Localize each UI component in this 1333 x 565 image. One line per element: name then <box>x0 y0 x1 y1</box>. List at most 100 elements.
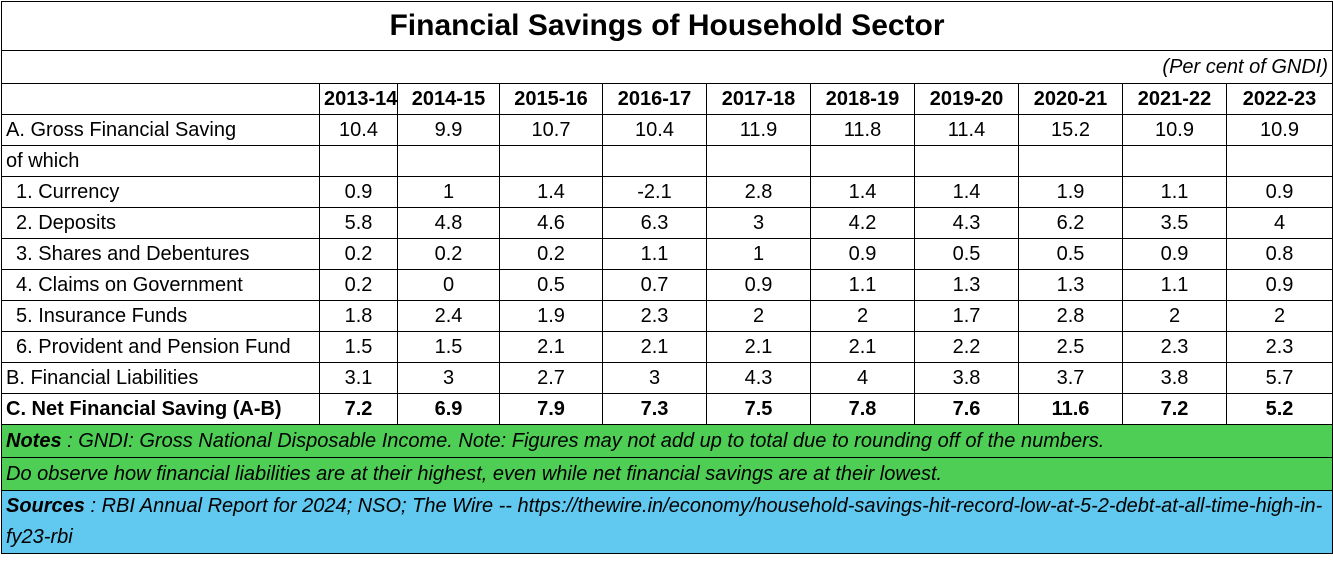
value-cell: 4.3 <box>914 207 1019 239</box>
value-cell <box>706 145 811 177</box>
table-row: 5. Insurance Funds 1.8 2.4 1.9 2.3 2 2 1.7 2.8 2 2 <box>1 300 1333 332</box>
value-cell: 0.2 <box>319 238 398 270</box>
value-cell: 2.1 <box>706 331 811 363</box>
value-cell: 3.5 <box>1122 207 1227 239</box>
row-label: A. Gross Financial Saving <box>1 114 320 146</box>
year-header: 2014-15 <box>397 83 500 115</box>
table-row: 3. Shares and Debentures 0.2 0.2 0.2 1.1 1 0.9… <box>1 238 1333 270</box>
value-cell: 2.5 <box>1018 331 1123 363</box>
value-cell: 11.9 <box>706 114 811 146</box>
value-cell: 0.5 <box>499 269 603 301</box>
notes-label: Notes <box>6 430 62 452</box>
value-cell: 2 <box>706 300 811 332</box>
value-cell: 2.1 <box>602 331 707 363</box>
value-cell: 0.5 <box>1018 238 1123 270</box>
value-cell: 2.4 <box>397 300 500 332</box>
table-row: 4. Claims on Government 0.2 0 0.5 0.7 0.9 1.1 1… <box>1 269 1333 301</box>
sources-text: : RBI Annual Report for 2024; NSO; The W… <box>6 495 1323 548</box>
value-cell: 1.5 <box>397 331 500 363</box>
value-cell <box>319 145 398 177</box>
row-label: 2. Deposits <box>1 207 320 239</box>
value-cell: 1.4 <box>499 176 603 208</box>
value-cell: 7.8 <box>810 393 915 425</box>
year-header: 2018-19 <box>810 83 915 115</box>
value-cell: 2 <box>1225 300 1333 332</box>
observation-row: Do observe how financial liabilities are… <box>0 457 1333 491</box>
value-cell: 2.3 <box>602 300 707 332</box>
value-cell <box>499 145 603 177</box>
value-cell: 4.8 <box>397 207 500 239</box>
value-cell: 0.9 <box>706 269 811 301</box>
value-cell: 1.7 <box>914 300 1019 332</box>
table-title: Financial Savings of Household Sector <box>0 1 1333 51</box>
value-cell: 3 <box>397 362 500 394</box>
table-row: B. Financial Liabilities 3.1 3 2.7 3 4.3 4 3.8 3… <box>1 362 1333 394</box>
value-cell: 2.1 <box>499 331 603 363</box>
table-row: C. Net Financial Saving (A-B) 7.2 6.9 7.9 7.… <box>1 393 1333 425</box>
value-cell: 3 <box>706 207 811 239</box>
value-cell: 1 <box>397 176 500 208</box>
value-cell: 6.3 <box>602 207 707 239</box>
value-cell: 1.4 <box>914 176 1019 208</box>
value-cell: 2.3 <box>1225 331 1333 363</box>
value-cell: 7.5 <box>706 393 811 425</box>
row-label: 5. Insurance Funds <box>1 300 320 332</box>
value-cell: 4.2 <box>810 207 915 239</box>
value-cell: 7.6 <box>914 393 1019 425</box>
table-row: 6. Provident and Pension Fund 1.5 1.5 2.1 2.… <box>1 331 1333 363</box>
value-cell: 11.4 <box>914 114 1019 146</box>
year-header: 2021-22 <box>1122 83 1227 115</box>
value-cell: 0.5 <box>914 238 1019 270</box>
value-cell: 3.7 <box>1018 362 1123 394</box>
value-cell: 3.1 <box>319 362 398 394</box>
value-cell: 0.7 <box>602 269 707 301</box>
value-cell: 2.1 <box>810 331 915 363</box>
value-cell: 1.1 <box>1122 176 1227 208</box>
value-cell: -2.1 <box>602 176 707 208</box>
value-cell: 2.3 <box>1122 331 1227 363</box>
value-cell: 7.9 <box>499 393 603 425</box>
value-cell: 6.9 <box>397 393 500 425</box>
year-header: 2015-16 <box>499 83 603 115</box>
value-cell: 1.3 <box>1018 269 1123 301</box>
value-cell: 5.7 <box>1225 362 1333 394</box>
sources-label: Sources <box>6 495 85 517</box>
value-cell: 5.2 <box>1225 393 1333 425</box>
value-cell: 3 <box>602 362 707 394</box>
value-cell: 0.2 <box>499 238 603 270</box>
value-cell <box>810 145 915 177</box>
value-cell: 1.8 <box>319 300 398 332</box>
value-cell <box>397 145 500 177</box>
value-cell: 10.4 <box>319 114 398 146</box>
value-cell: 5.8 <box>319 207 398 239</box>
value-cell: 3.8 <box>1122 362 1227 394</box>
row-label: 3. Shares and Debentures <box>1 238 320 270</box>
value-cell: 0.2 <box>397 238 500 270</box>
row-label: 1. Currency <box>1 176 320 208</box>
year-header: 2020-21 <box>1018 83 1123 115</box>
value-cell: 1 <box>706 238 811 270</box>
value-cell: 0.9 <box>319 176 398 208</box>
value-cell: 15.2 <box>1018 114 1123 146</box>
notes-row: Notes : GNDI: Gross National Disposable … <box>0 424 1333 458</box>
year-header: 2016-17 <box>602 83 707 115</box>
value-cell: 0.9 <box>1225 269 1333 301</box>
value-cell: 4.3 <box>706 362 811 394</box>
value-cell: 1.9 <box>499 300 603 332</box>
sources-row: Sources : RBI Annual Report for 2024; NS… <box>0 490 1333 554</box>
year-header: 2013-14 <box>319 83 398 115</box>
value-cell: 10.9 <box>1122 114 1227 146</box>
value-cell: 1.1 <box>810 269 915 301</box>
value-cell <box>1122 145 1227 177</box>
header-label-cell <box>1 83 320 115</box>
value-cell: 1.1 <box>602 238 707 270</box>
value-cell: 3.8 <box>914 362 1019 394</box>
value-cell: 0.9 <box>1225 176 1333 208</box>
value-cell: 0.8 <box>1225 238 1333 270</box>
year-header: 2017-18 <box>706 83 811 115</box>
table-row: A. Gross Financial Saving 10.4 9.9 10.7 10.4… <box>1 114 1333 146</box>
value-cell: 11.6 <box>1018 393 1123 425</box>
household-savings-table: Financial Savings of Household Sector (P… <box>0 1 1333 554</box>
value-cell: 10.4 <box>602 114 707 146</box>
year-header: 2022-23 <box>1225 83 1333 115</box>
